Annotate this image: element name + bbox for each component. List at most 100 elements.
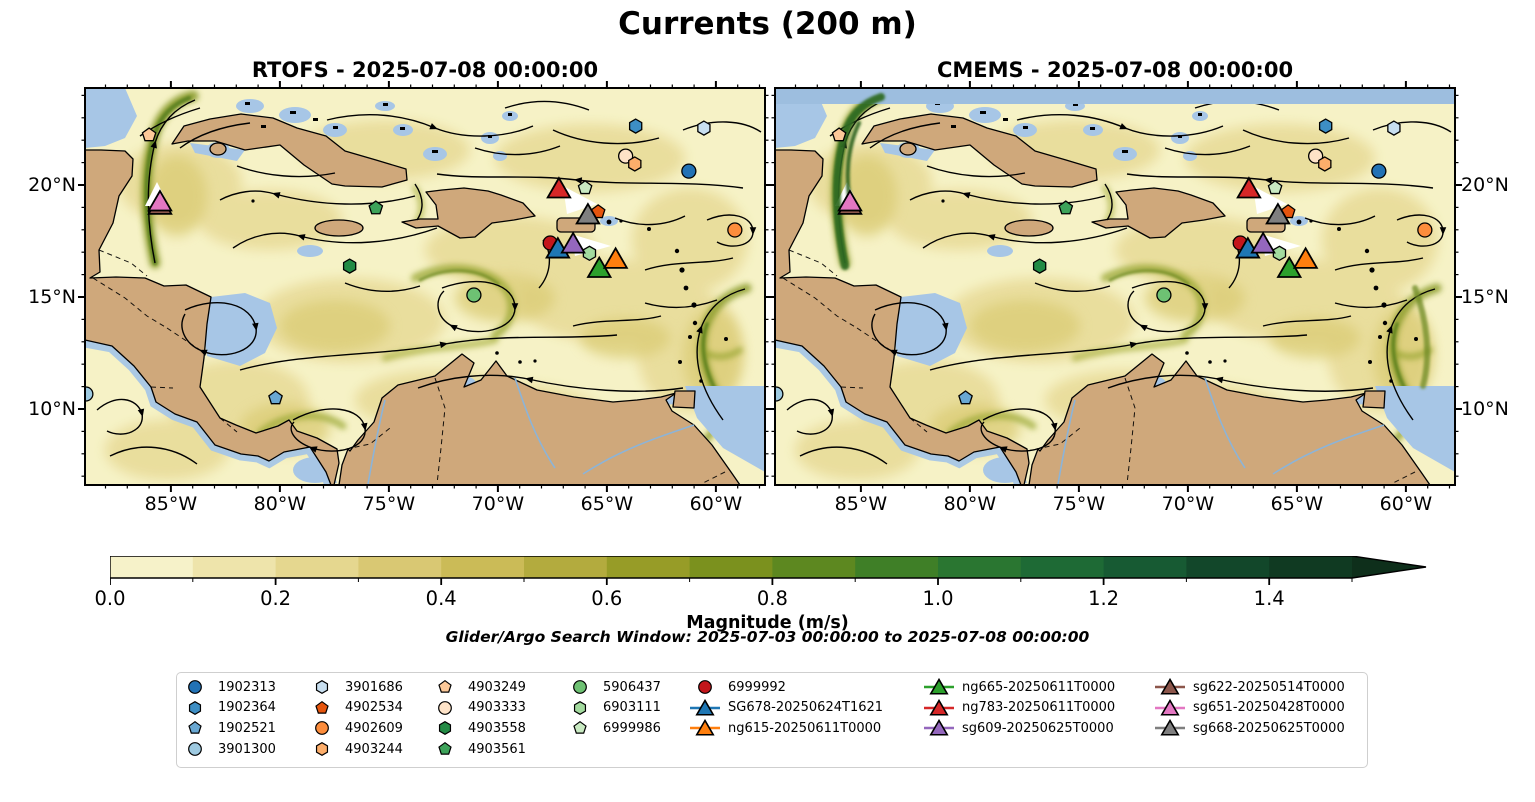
pentagon-marker-icon [438, 680, 452, 693]
lon-tick-label: 85°W [834, 493, 888, 515]
circle-marker-icon [573, 680, 587, 695]
pentagon-marker-icon [315, 700, 329, 714]
legend-item: ng615-20250611T0000 [687, 718, 883, 739]
colorbar-tick-label: 0.2 [260, 587, 292, 610]
lon-tick-label: 75°W [362, 493, 416, 515]
legend-item: 4903244 [304, 739, 403, 760]
argo-marker-4902609 [1417, 222, 1433, 238]
legend-label: 4903333 [468, 700, 526, 716]
legend-item: 4903333 [427, 698, 526, 719]
subtitle-rtofs: RTOFS - 2025-07-08 00:00:00 [251, 58, 599, 82]
argo-marker-6999986 [1267, 180, 1283, 195]
legend-label: 4903561 [468, 741, 526, 757]
legend: 1902313 1902364 1902521 3901300 3901686 49025… [176, 672, 1368, 768]
circle-marker-icon [188, 680, 202, 695]
legend-label: 5906437 [603, 679, 661, 695]
argo-marker-5906437 [466, 287, 482, 303]
triangle-marker-icon [929, 678, 949, 695]
argo-marker-4903558 [342, 258, 357, 274]
legend-label: sg622-20250514T0000 [1193, 679, 1345, 695]
lon-tick-label: 60°W [689, 493, 743, 515]
glider-marker-sg651-20250428T0000 [837, 189, 863, 212]
lon-tick-label: 85°W [144, 493, 198, 515]
hexagon-marker-icon [188, 700, 202, 715]
legend-item: ng783-20250611T0000 [921, 698, 1115, 719]
legend-item: 4903558 [427, 718, 526, 739]
circle-marker-icon [698, 680, 712, 695]
legend-item: sg609-20250625T0000 [921, 718, 1115, 739]
legend-column: 1902313 1902364 1902521 3901300 [177, 677, 276, 759]
pentagon-marker-icon [438, 680, 452, 693]
circle-marker-icon [188, 742, 202, 756]
lon-tick-label: 75°W [1052, 493, 1106, 515]
legend-item: 4902609 [304, 718, 403, 739]
lat-tick-label: 20°N [1461, 173, 1509, 196]
argo-marker-4903558 [1032, 258, 1047, 274]
lon-tick-label: 70°W [1161, 493, 1215, 515]
legend-item: 6999986 [562, 718, 661, 739]
pentagon-marker-icon [188, 721, 202, 735]
legend-item: sg651-20250428T0000 [1152, 698, 1345, 719]
legend-item: 4902534 [304, 698, 403, 719]
triangle-marker-icon [929, 698, 949, 716]
colorbar-tick-label: 1.2 [1088, 587, 1120, 610]
triangle-marker-icon [1160, 678, 1180, 695]
circle-marker-icon [438, 700, 452, 715]
hexagon-marker-icon [315, 680, 329, 695]
glider-marker-sg651-20250428T0000 [147, 189, 173, 212]
figure-title: Currents (200 m) [618, 6, 917, 42]
triangle-marker-icon [1160, 698, 1180, 716]
glider-marker-sg609-20250625T0000 [560, 231, 586, 254]
triangle-marker-icon [1160, 719, 1180, 737]
hexagon-marker-icon [315, 742, 329, 757]
triangle-marker-icon [929, 719, 949, 737]
legend-label: sg651-20250428T0000 [1193, 700, 1345, 716]
lon-tick-label: 65°W [580, 493, 634, 515]
hexagon-marker-icon [573, 700, 587, 715]
lat-tick-label: 10°N [1461, 397, 1509, 420]
legend-item: ng665-20250611T0000 [921, 677, 1115, 698]
colorbar-label: Magnitude (m/s) [686, 613, 849, 633]
argo-marker-1902313 [1371, 163, 1387, 179]
hexagon-marker-icon [573, 700, 587, 715]
hexagon-marker-icon [438, 721, 452, 736]
legend-item: 1902364 [177, 698, 276, 719]
triangle-marker-icon [690, 719, 720, 737]
legend-label: 4903244 [345, 741, 403, 757]
pentagon-marker-icon [188, 721, 202, 735]
legend-item: sg668-20250625T0000 [1152, 718, 1345, 739]
glider-marker-sg668-20250625T0000 [1265, 202, 1291, 225]
argo-marker-4903244 [628, 156, 642, 172]
colorbar-tick-label: 0.4 [425, 587, 457, 610]
triangle-marker-icon [695, 719, 715, 737]
argo-marker-3901686 [697, 120, 711, 136]
legend-item: 1902313 [177, 677, 276, 698]
legend-label: 1902313 [218, 679, 276, 695]
lat-tick-label: 20°N [28, 173, 76, 196]
map-cmems [768, 81, 1462, 492]
triangle-marker-icon [924, 698, 954, 716]
legend-item: SG678-20250624T1621 [687, 698, 883, 719]
argo-marker-6999986 [577, 180, 593, 195]
triangle-marker-icon [695, 698, 715, 716]
lon-tick-label: 80°W [943, 493, 997, 515]
legend-label: sg668-20250625T0000 [1193, 720, 1345, 736]
colorbar-tick-label: 0.6 [591, 587, 623, 610]
legend-label: 4903249 [468, 679, 526, 695]
lon-tick-label: 65°W [1270, 493, 1324, 515]
lon-tick-label: 70°W [471, 493, 525, 515]
triangle-marker-icon [1155, 678, 1185, 695]
pentagon-marker-icon [573, 721, 587, 735]
argo-marker-4903249 [141, 127, 157, 142]
legend-item: 6999992 [687, 677, 883, 698]
circle-marker-icon [573, 680, 587, 695]
circle-marker-icon [188, 680, 202, 695]
legend-column: ng665-20250611T0000 ng783-20250611T0000 sg… [921, 677, 1115, 739]
triangle-marker-icon [1155, 698, 1185, 716]
triangle-marker-icon [924, 719, 954, 737]
pentagon-marker-icon [573, 721, 587, 735]
legend-label: 3901300 [218, 741, 276, 757]
legend-item: sg622-20250514T0000 [1152, 677, 1345, 698]
hexagon-marker-icon [315, 742, 329, 757]
